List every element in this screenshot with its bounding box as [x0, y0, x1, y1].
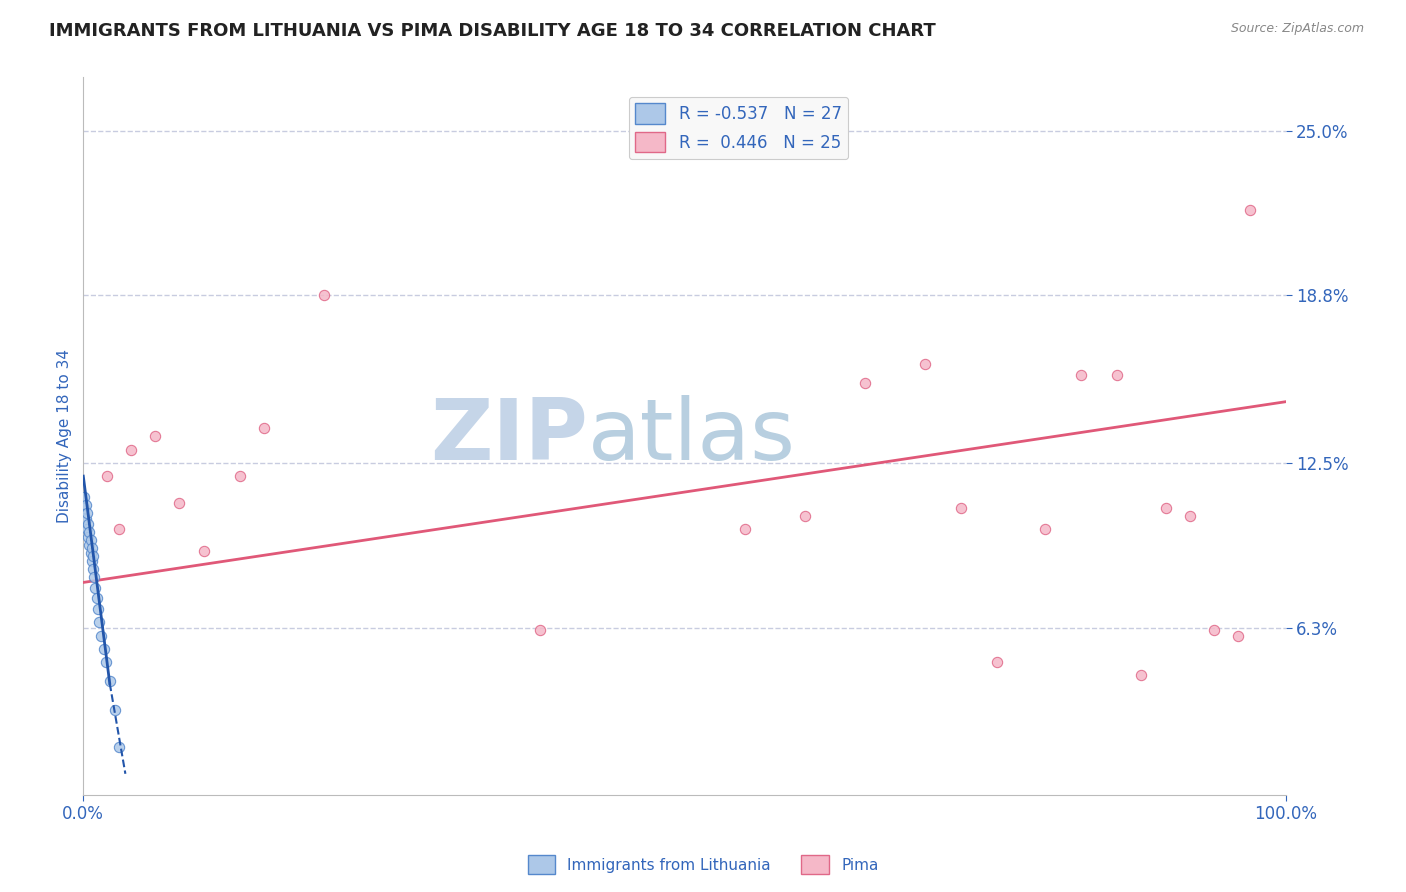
Point [82, 562, 104, 576]
Point [253, 421, 276, 435]
Point [1130, 668, 1153, 682]
Point [103, 703, 125, 717]
Point [75, 499, 97, 513]
Point [87, 615, 110, 630]
Point [75, 511, 97, 525]
Text: atlas: atlas [588, 395, 796, 478]
Point [145, 429, 167, 443]
Point [83, 570, 105, 584]
Point [1107, 368, 1129, 383]
Point [93, 641, 115, 656]
Point [76, 506, 98, 520]
Point [1178, 508, 1201, 523]
Point [80, 541, 103, 555]
Point [76, 522, 98, 536]
Point [79, 533, 101, 547]
Point [98, 673, 121, 688]
Point [77, 530, 100, 544]
Point [793, 508, 815, 523]
Point [1226, 629, 1249, 643]
Point [84, 581, 107, 595]
Point [950, 501, 973, 516]
Point [86, 591, 108, 606]
Point [108, 740, 131, 755]
Point [1154, 501, 1177, 516]
Point [96, 469, 118, 483]
Point [80, 554, 103, 568]
Point [986, 655, 1008, 669]
Point [1202, 624, 1225, 638]
Text: IMMIGRANTS FROM LITHUANIA VS PIMA DISABILITY AGE 18 TO 34 CORRELATION CHART: IMMIGRANTS FROM LITHUANIA VS PIMA DISABI… [49, 22, 936, 40]
Point [853, 376, 876, 390]
Point [1239, 203, 1261, 218]
Legend: Immigrants from Lithuania, Pima: Immigrants from Lithuania, Pima [522, 849, 884, 880]
Point [914, 358, 936, 372]
Legend: R = -0.537   N = 27, R =  0.446   N = 25: R = -0.537 N = 27, R = 0.446 N = 25 [628, 96, 848, 159]
Point [73, 491, 96, 505]
Point [79, 524, 101, 539]
Y-axis label: Disability Age 18 to 34: Disability Age 18 to 34 [58, 350, 72, 524]
Point [228, 469, 250, 483]
Point [90, 629, 112, 643]
Point [73, 501, 96, 516]
Point [169, 496, 191, 510]
Point [79, 538, 101, 552]
Point [1070, 368, 1092, 383]
Text: ZIP: ZIP [430, 395, 588, 478]
Point [108, 522, 131, 536]
Point [94, 655, 117, 669]
Point [87, 602, 110, 616]
Point [193, 543, 215, 558]
Point [529, 624, 551, 638]
Point [82, 549, 104, 563]
Point [79, 546, 101, 560]
Text: Source: ZipAtlas.com: Source: ZipAtlas.com [1230, 22, 1364, 36]
Point [77, 516, 100, 531]
Point [1033, 522, 1056, 536]
Point [734, 522, 756, 536]
Point [120, 442, 142, 457]
Point [312, 288, 335, 302]
